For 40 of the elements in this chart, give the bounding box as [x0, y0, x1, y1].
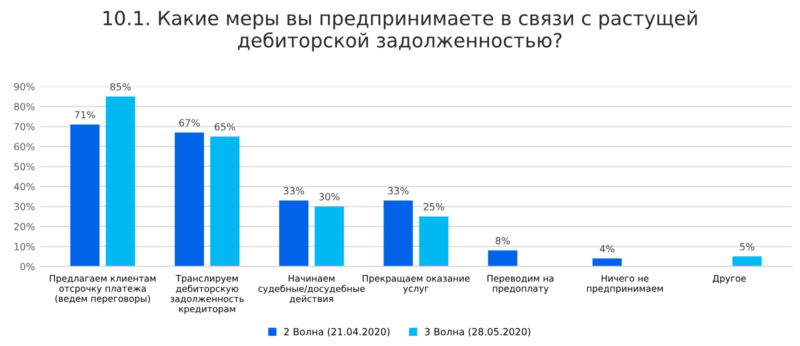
bar	[279, 200, 308, 266]
data-label: 5%	[740, 243, 754, 250]
y-tick-label: 70%	[14, 122, 35, 130]
x-tick-label: Переводим на предоплату	[487, 275, 554, 294]
legend-label: 3 Волна (28.05.2020)	[425, 328, 530, 337]
legend-label: 2 Волна (21.04.2020)	[284, 328, 390, 337]
data-label: 33%	[388, 187, 409, 194]
bar	[314, 206, 344, 266]
data-label: 67%	[179, 119, 200, 126]
y-tick-label: 40%	[14, 182, 35, 190]
data-label: 71%	[74, 111, 96, 118]
bar	[106, 96, 136, 266]
data-label: 25%	[424, 203, 444, 210]
bar	[70, 124, 100, 266]
y-tick-label: 0%	[20, 262, 35, 270]
bar	[419, 216, 448, 266]
x-tick-label: Ничего не предпринимаем	[587, 275, 663, 294]
x-tick-label: Предлагаем клиентам отсрочку платежа (ведем переговоры)	[50, 275, 156, 304]
data-label: 30%	[319, 193, 340, 200]
bar	[384, 200, 413, 266]
data-label: 33%	[284, 187, 304, 194]
data-label: 85%	[110, 83, 131, 90]
y-tick-label: 60%	[14, 142, 35, 150]
y-tick-label: 50%	[14, 162, 35, 170]
y-tick-label: 10%	[14, 242, 35, 250]
data-label: 8%	[496, 237, 510, 244]
x-tick-label: Транслируем дебиторскую задолженность кредиторам	[170, 275, 244, 314]
data-label: 4%	[600, 245, 614, 252]
bar	[592, 258, 622, 266]
bar	[488, 250, 518, 266]
x-tick-label: Другое	[712, 275, 746, 284]
bar	[210, 136, 240, 266]
y-tick-label: 80%	[14, 102, 35, 110]
y-tick-label: 20%	[14, 222, 35, 230]
y-tick-label: 30%	[14, 202, 35, 210]
bar	[174, 132, 204, 266]
bar	[732, 256, 762, 266]
data-label: 65%	[214, 123, 236, 130]
y-tick-label: 90%	[14, 82, 35, 90]
chart-title: 10.1. Какие меры вы предпринимаете в связи с растущей дебиторской задолженностью?	[104, 10, 697, 52]
